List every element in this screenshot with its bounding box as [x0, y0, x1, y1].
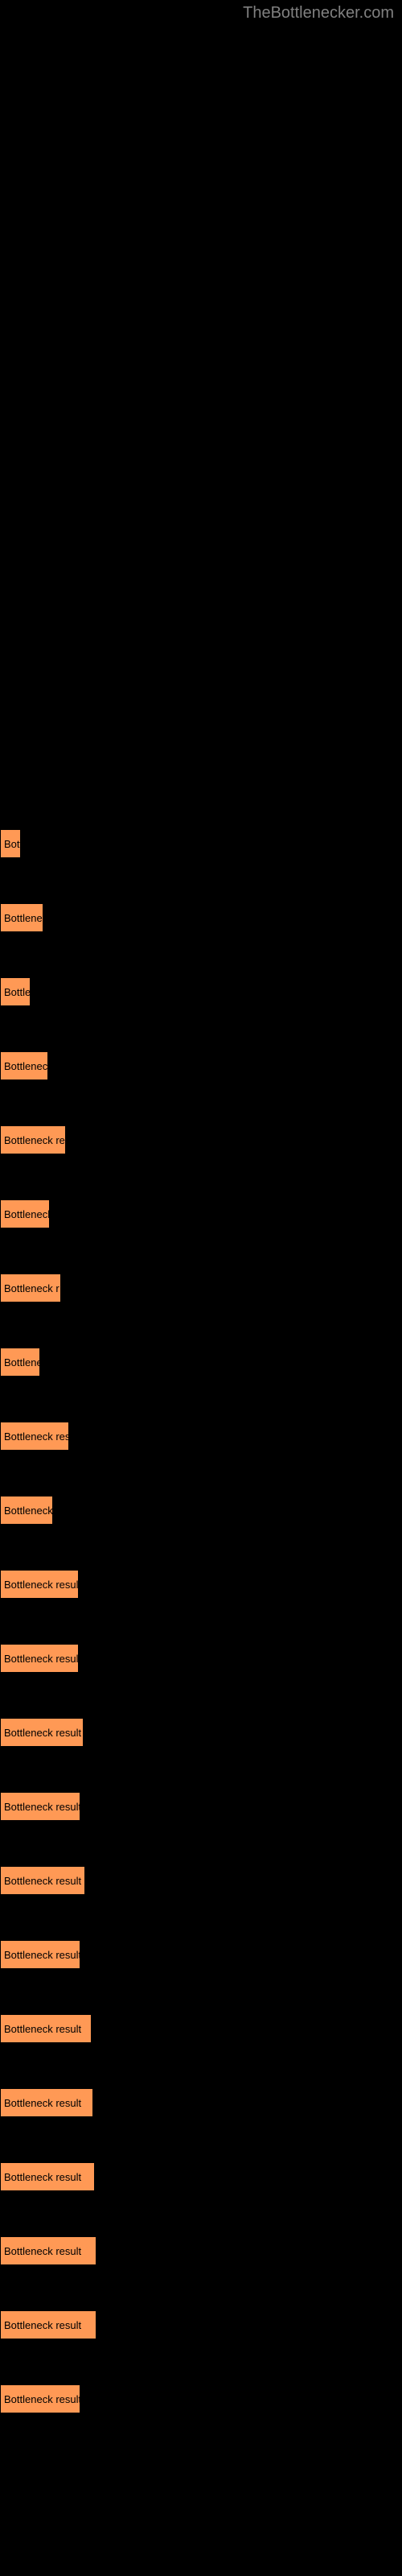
bar-row: Bottleneck result: [0, 2310, 402, 2351]
bar-row: Bottleneck r: [0, 1274, 402, 1314]
bar-row: Bottleneck result: [0, 2236, 402, 2277]
bar-row: Bottleneck result: [0, 1570, 402, 1610]
bar-row: Bottleneck result: [0, 2088, 402, 2128]
bar: Bottleneck result: [0, 1866, 85, 1895]
bar: Bottleneck: [0, 1199, 50, 1228]
bar: Bottleneck result: [0, 2384, 80, 2413]
bar: Bottleneck result: [0, 1718, 84, 1747]
bar-chart: Bott Bottlened Bottle Bottleneck Bottleneck …: [0, 829, 402, 2458]
bar: Bott: [0, 829, 21, 858]
bar-row: Bottleneck result: [0, 2384, 402, 2425]
bar: Bottleneck result: [0, 2014, 92, 2043]
bar: Bottlene: [0, 1348, 40, 1377]
bar: Bottleneck: [0, 1496, 53, 1525]
bar-row: Bottleneck result: [0, 1644, 402, 1684]
bar-row: Bottlene: [0, 1348, 402, 1388]
bar: Bottleneck result: [0, 1644, 79, 1673]
bar-row: Bottleneck: [0, 1496, 402, 1536]
bar-row: Bottleneck result: [0, 1940, 402, 1980]
bar: Bottleneck result: [0, 1940, 80, 1969]
bar: Bottleneck r: [0, 1274, 61, 1302]
bar: Bottle: [0, 977, 31, 1006]
bar-row: Bottleneck result: [0, 1792, 402, 1832]
bar: Bottleneck result: [0, 2236, 96, 2265]
bar-row: Bottleneck: [0, 1199, 402, 1240]
bar-row: Bottleneck result: [0, 1718, 402, 1758]
bar: Bottleneck result: [0, 2088, 93, 2117]
bar-row: Bottle: [0, 977, 402, 1018]
bar: Bottleneck resu: [0, 1422, 69, 1451]
bar-row: Bottleneck result: [0, 2014, 402, 2054]
bar-row: Bottleneck: [0, 1051, 402, 1092]
bar-row: Bottleneck res: [0, 1125, 402, 1166]
bar: Bottleneck: [0, 1051, 48, 1080]
bar-row: Bott: [0, 829, 402, 869]
bar: Bottleneck result: [0, 2162, 95, 2191]
bar: Bottlened: [0, 903, 43, 932]
bar: Bottleneck result: [0, 2310, 96, 2339]
bar: Bottleneck result: [0, 1570, 79, 1599]
bar: Bottleneck res: [0, 1125, 66, 1154]
bar-row: Bottleneck result: [0, 1866, 402, 1906]
bar-row: Bottleneck resu: [0, 1422, 402, 1462]
watermark-text: TheBottlenecker.com: [243, 4, 394, 23]
bar: Bottleneck result: [0, 1792, 80, 1821]
bar-row: Bottlened: [0, 903, 402, 943]
bar-row: Bottleneck result: [0, 2162, 402, 2202]
